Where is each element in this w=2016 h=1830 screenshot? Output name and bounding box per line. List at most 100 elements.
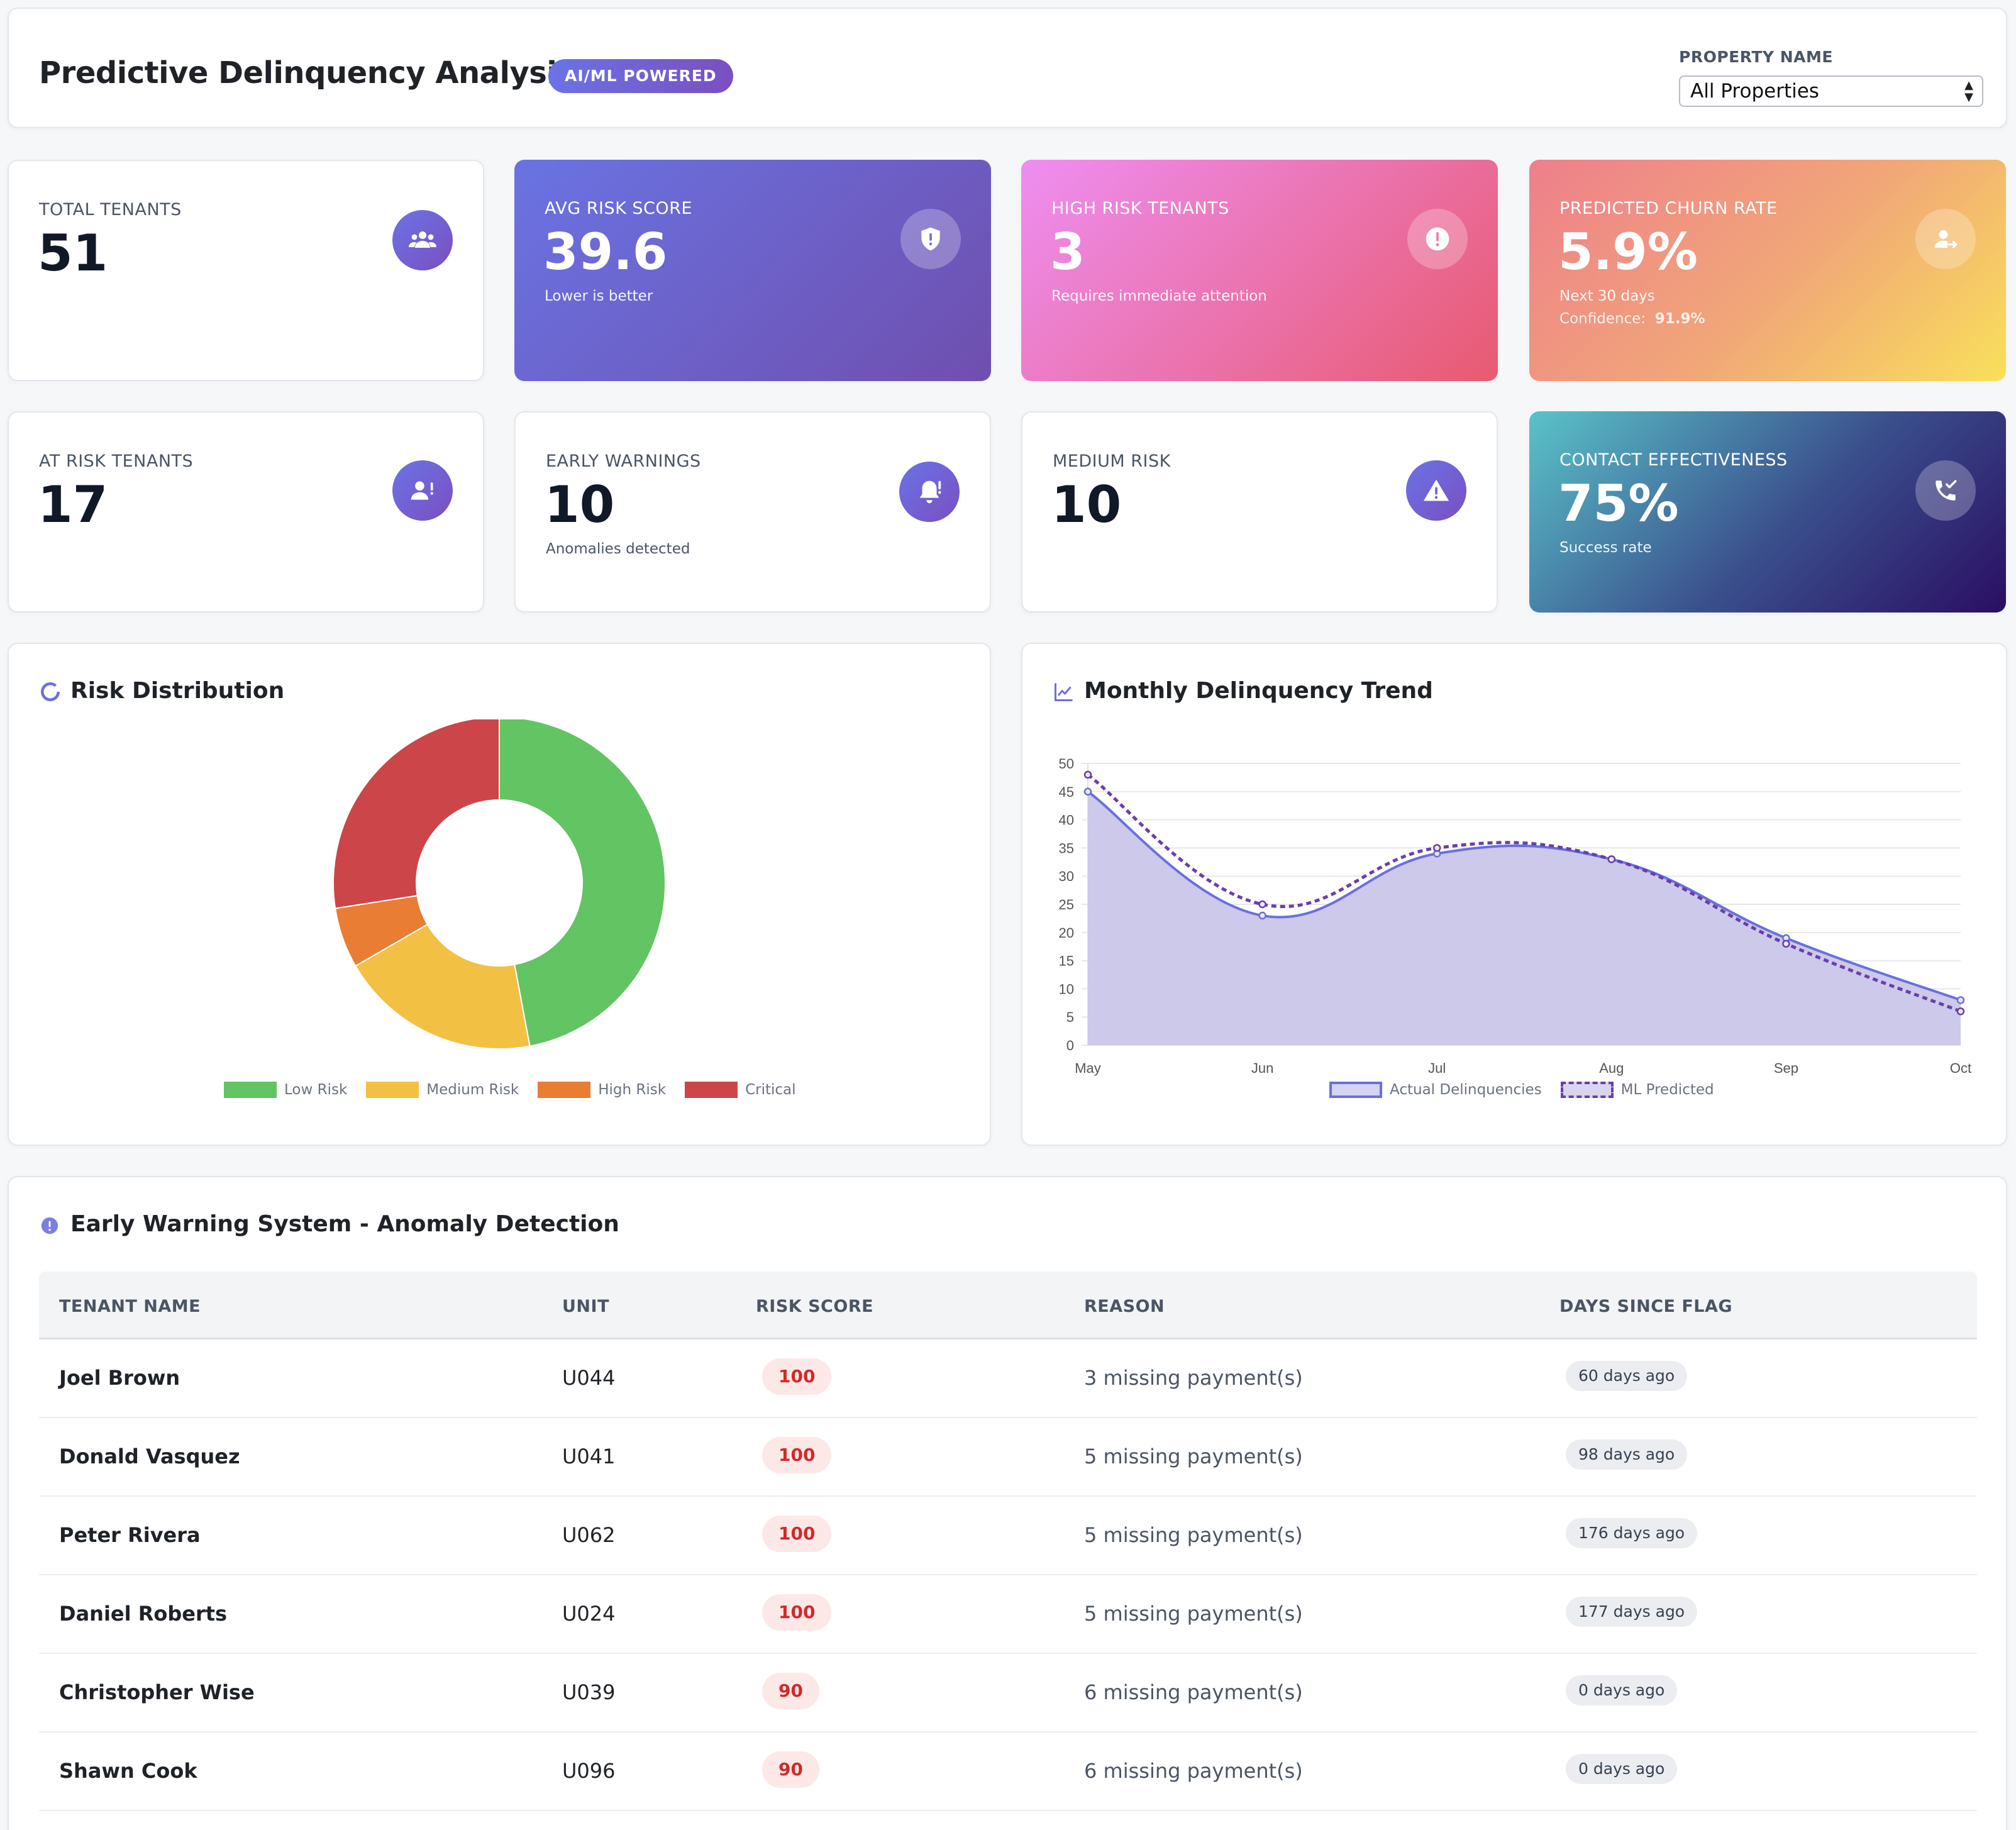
predicted-data-point[interactable] bbox=[1607, 855, 1616, 863]
legend-item[interactable]: Medium Risk bbox=[366, 1082, 519, 1098]
legend-item[interactable]: ML Predicted bbox=[1560, 1082, 1714, 1098]
predicted-series-line[interactable] bbox=[1087, 773, 1961, 1013]
kpi-label: PREDICTED CHURN RATE bbox=[1559, 199, 1778, 218]
kpi-label: AVG RISK SCORE bbox=[545, 199, 692, 218]
unit-cell: U041 bbox=[562, 1445, 616, 1468]
kpi-value: 3 bbox=[1050, 223, 1085, 281]
unit-cell: U039 bbox=[562, 1680, 616, 1704]
predicted-data-point[interactable] bbox=[1782, 940, 1790, 948]
x-tick-label: Jun bbox=[1251, 1060, 1273, 1076]
early-warning-card: Early Warning System - Anomaly Detection… bbox=[8, 1176, 2007, 1830]
alert-circle-icon bbox=[41, 1217, 58, 1234]
x-tick-label: Sep bbox=[1774, 1060, 1798, 1076]
user-leave-icon bbox=[1915, 209, 1976, 269]
x-tick-label: Jul bbox=[1428, 1060, 1446, 1076]
risk-distribution-title: Risk Distribution bbox=[70, 678, 285, 704]
predicted-data-point[interactable] bbox=[1956, 1007, 1965, 1016]
early-warning-title: Early Warning System - Anomaly Detection bbox=[70, 1211, 619, 1237]
column-header-unit[interactable]: UNIT bbox=[562, 1297, 609, 1316]
ai-ml-badge: AI/ML POWERED bbox=[548, 59, 733, 93]
donut-icon bbox=[41, 682, 60, 701]
legend-swatch bbox=[538, 1082, 591, 1098]
kpi-label: HIGH RISK TENANTS bbox=[1051, 199, 1229, 218]
legend-item[interactable]: Low Risk bbox=[224, 1082, 347, 1098]
kpi-value: 17 bbox=[38, 475, 108, 534]
legend-item[interactable]: High Risk bbox=[538, 1082, 666, 1098]
risk-score-badge: 100 bbox=[762, 1437, 832, 1473]
column-header-tenant-name[interactable]: TENANT NAME bbox=[59, 1297, 201, 1316]
column-header-reason[interactable]: REASON bbox=[1084, 1297, 1165, 1316]
kpi-avg-risk-score: AVG RISK SCORE 39.6 Lower is better bbox=[514, 160, 991, 381]
column-header-days-since-flag[interactable]: DAYS SINCE FLAG bbox=[1559, 1297, 1733, 1316]
risk-score-badge: 100 bbox=[762, 1358, 832, 1395]
users-icon bbox=[392, 210, 453, 270]
kpi-predicted-churn-rate: PREDICTED CHURN RATE 5.9% Next 30 days C… bbox=[1529, 160, 2006, 381]
predicted-data-point[interactable] bbox=[1083, 770, 1092, 779]
y-tick-label: 0 bbox=[1066, 1038, 1074, 1053]
risk-donut-legend: Low Risk Medium Risk High Risk Critical bbox=[224, 1082, 815, 1098]
reason-cell: 6 missing payment(s) bbox=[1084, 1759, 1303, 1783]
legend-item[interactable]: Actual Delinquencies bbox=[1329, 1082, 1542, 1098]
kpi-subtext: Lower is better bbox=[545, 288, 653, 304]
y-tick-label: 40 bbox=[1059, 812, 1074, 828]
donut-slice-medium-risk[interactable] bbox=[355, 923, 531, 1050]
tenant-name: Peter Rivera bbox=[59, 1523, 201, 1547]
y-tick-label: 20 bbox=[1059, 925, 1074, 941]
table-row[interactable]: Donald Vasquez U041 100 5 missing paymen… bbox=[39, 1418, 1977, 1497]
trend-chart-legend: Actual Delinquencies ML Predicted bbox=[1329, 1082, 1733, 1098]
tenant-name: Joel Brown bbox=[59, 1366, 180, 1390]
actual-data-point[interactable] bbox=[1956, 996, 1965, 1004]
legend-label: Critical bbox=[745, 1082, 796, 1098]
days-since-flag-badge: 98 days ago bbox=[1566, 1439, 1688, 1470]
kpi-label: EARLY WARNINGS bbox=[546, 452, 701, 471]
alert-circle-icon bbox=[1407, 209, 1468, 269]
risk-score-badge: 90 bbox=[762, 1673, 819, 1709]
legend-label: Low Risk bbox=[284, 1082, 348, 1098]
predicted-data-point[interactable] bbox=[1258, 900, 1266, 909]
table-row[interactable]: Shawn Cook U096 90 6 missing payment(s) … bbox=[39, 1733, 1977, 1811]
y-tick-label: 45 bbox=[1059, 784, 1074, 800]
kpi-value: 51 bbox=[38, 224, 108, 282]
actual-data-point[interactable] bbox=[1258, 911, 1266, 920]
reason-cell: 6 missing payment(s) bbox=[1084, 1680, 1303, 1704]
property-select[interactable]: All Properties ▲ ▼ bbox=[1679, 75, 1983, 107]
unit-cell: U044 bbox=[562, 1366, 616, 1390]
unit-cell: U062 bbox=[562, 1523, 616, 1547]
select-arrows-icon: ▲ ▼ bbox=[1964, 79, 1973, 104]
kpi-subtext: Next 30 days bbox=[1559, 288, 1655, 304]
actual-data-point[interactable] bbox=[1083, 787, 1092, 796]
donut-slice-critical[interactable] bbox=[333, 719, 500, 909]
kpi-value: 5.9% bbox=[1558, 223, 1698, 281]
kpi-confidence: Confidence: 91.9% bbox=[1559, 311, 1705, 327]
property-select-value: All Properties bbox=[1690, 80, 1819, 103]
table-row[interactable]: Joel Brown U044 100 3 missing payment(s)… bbox=[39, 1339, 1977, 1418]
days-since-flag-badge: 176 days ago bbox=[1566, 1518, 1698, 1548]
y-tick-label: 50 bbox=[1059, 756, 1074, 772]
legend-swatch bbox=[1329, 1082, 1382, 1098]
user-warning-icon bbox=[392, 460, 453, 521]
y-tick-label: 30 bbox=[1059, 868, 1074, 884]
table-row[interactable]: Peter Rivera U062 100 5 missing payment(… bbox=[39, 1497, 1977, 1575]
risk-distribution-card: Risk Distribution Low Risk Medium Risk Hig… bbox=[8, 643, 991, 1146]
column-header-risk-score[interactable]: RISK SCORE bbox=[756, 1297, 874, 1316]
tenant-name: Donald Vasquez bbox=[59, 1445, 240, 1468]
tenant-name: Christopher Wise bbox=[59, 1680, 255, 1704]
phone-check-icon bbox=[1915, 460, 1976, 521]
risk-donut-chart bbox=[333, 719, 666, 1050]
actual-series-line[interactable] bbox=[1087, 790, 1961, 1002]
donut-slice-low-risk[interactable] bbox=[499, 719, 666, 1047]
legend-label: High Risk bbox=[598, 1082, 667, 1098]
legend-swatch bbox=[1560, 1082, 1614, 1098]
line-chart-icon bbox=[1055, 683, 1073, 701]
kpi-label: AT RISK TENANTS bbox=[39, 452, 194, 471]
legend-label: ML Predicted bbox=[1620, 1082, 1714, 1098]
predicted-data-point[interactable] bbox=[1432, 844, 1441, 852]
tenant-name: Shawn Cook bbox=[59, 1759, 197, 1783]
kpi-contact-effectiveness: CONTACT EFFECTIVENESS 75% Success rate bbox=[1529, 411, 2006, 613]
reason-cell: 5 missing payment(s) bbox=[1084, 1602, 1303, 1626]
confidence-label: Confidence: bbox=[1559, 311, 1646, 327]
table-row[interactable]: Christopher Wise U039 90 6 missing payme… bbox=[39, 1654, 1977, 1733]
page-title: Predictive Delinquency Analysis bbox=[39, 55, 575, 91]
legend-item[interactable]: Critical bbox=[685, 1082, 796, 1098]
table-row[interactable]: Daniel Roberts U024 100 5 missing paymen… bbox=[39, 1575, 1977, 1654]
